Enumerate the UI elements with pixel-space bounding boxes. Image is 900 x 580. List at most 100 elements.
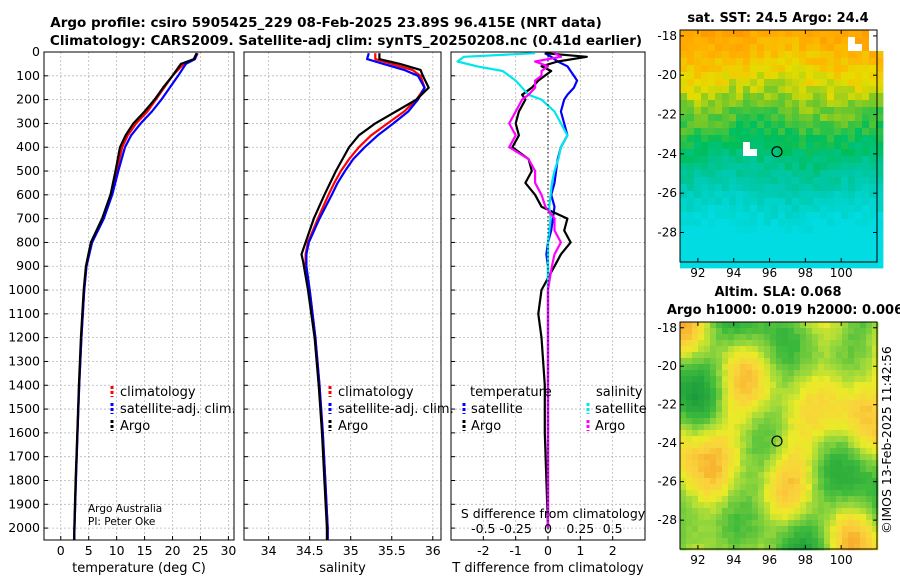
heatmap-cell bbox=[708, 156, 716, 164]
heatmap-cell bbox=[764, 370, 771, 377]
heatmap-cell bbox=[734, 544, 741, 551]
heatmap-cell bbox=[746, 340, 753, 347]
heatmap-cell bbox=[771, 191, 779, 199]
heatmap-cell bbox=[836, 322, 843, 329]
heatmap-cell bbox=[782, 382, 789, 389]
heatmap-cell bbox=[708, 128, 716, 136]
heatmap-cell bbox=[764, 198, 772, 206]
heatmap-cell bbox=[752, 484, 759, 491]
heatmap-cell bbox=[806, 247, 814, 255]
y-tick-label: 800 bbox=[16, 234, 40, 249]
heatmap-cell bbox=[764, 226, 772, 234]
heatmap-cell bbox=[860, 328, 867, 335]
heatmap-cell bbox=[776, 424, 783, 431]
heatmap-cell bbox=[710, 502, 717, 509]
heatmap-cell bbox=[794, 502, 801, 509]
heatmap-cell bbox=[813, 170, 821, 178]
heatmap-cell bbox=[834, 142, 842, 150]
heatmap-cell bbox=[830, 340, 837, 347]
heatmap-cell bbox=[687, 72, 695, 80]
heatmap-cell bbox=[842, 466, 849, 473]
heatmap-cell bbox=[854, 370, 861, 377]
heatmap-cell bbox=[722, 466, 729, 473]
heatmap-cell bbox=[710, 406, 717, 413]
heatmap-cell bbox=[686, 478, 693, 485]
heatmap-cell bbox=[743, 240, 751, 248]
heatmap-cell bbox=[866, 460, 873, 467]
heatmap-cell bbox=[806, 107, 814, 115]
heatmap-cell bbox=[806, 442, 813, 449]
heatmap-cell bbox=[734, 388, 741, 395]
heatmap-cell bbox=[740, 358, 747, 365]
heatmap-cell bbox=[758, 484, 765, 491]
heatmap-cell bbox=[812, 406, 819, 413]
heatmap-cell bbox=[855, 107, 863, 115]
heatmap-cell bbox=[770, 508, 777, 515]
heatmap-cell bbox=[834, 121, 842, 129]
heatmap-cell bbox=[836, 376, 843, 383]
heatmap-cell bbox=[848, 156, 856, 164]
heatmap-cell bbox=[848, 406, 855, 413]
heatmap-cell bbox=[740, 340, 747, 347]
heatmap-cell bbox=[734, 520, 741, 527]
heatmap-cell bbox=[776, 466, 783, 473]
heatmap-cell bbox=[694, 93, 702, 101]
heatmap-cell bbox=[752, 466, 759, 473]
heatmap-cell bbox=[830, 514, 837, 521]
heatmap-cell bbox=[743, 247, 751, 255]
heatmap-cell bbox=[827, 212, 835, 220]
heatmap-cell bbox=[770, 514, 777, 521]
heatmap-cell bbox=[841, 156, 849, 164]
heatmap-cell bbox=[848, 135, 856, 143]
heatmap-cell bbox=[729, 44, 737, 52]
heatmap-cell bbox=[806, 177, 814, 185]
heatmap-cell bbox=[794, 388, 801, 395]
heatmap-cell bbox=[764, 358, 771, 365]
heatmap-cell bbox=[782, 460, 789, 467]
heatmap-cell bbox=[788, 418, 795, 425]
y-tick-label: 400 bbox=[16, 139, 40, 154]
heatmap-cell bbox=[746, 328, 753, 335]
heatmap-cell bbox=[708, 51, 716, 59]
heatmap-cell bbox=[842, 538, 849, 545]
heatmap-cell bbox=[785, 100, 793, 108]
heatmap-cell bbox=[704, 466, 711, 473]
heatmap-cell bbox=[708, 100, 716, 108]
heatmap-cell bbox=[728, 448, 735, 455]
heatmap-cell bbox=[722, 121, 730, 129]
heatmap-cell bbox=[792, 156, 800, 164]
heatmap-cell bbox=[827, 156, 835, 164]
heatmap-cell bbox=[792, 247, 800, 255]
heatmap-cell bbox=[764, 460, 771, 467]
heatmap-cell bbox=[722, 442, 729, 449]
heatmap-cell bbox=[869, 261, 877, 269]
heatmap-cell bbox=[830, 442, 837, 449]
heatmap-cell bbox=[680, 382, 687, 389]
heatmap-cell bbox=[740, 448, 747, 455]
heatmap-cell bbox=[834, 212, 842, 220]
heatmap-cell bbox=[736, 72, 744, 80]
heatmap-cell bbox=[778, 177, 786, 185]
heatmap-cell bbox=[692, 346, 699, 353]
heatmap-cell bbox=[736, 205, 744, 213]
lat-tick-label: -26 bbox=[657, 475, 677, 489]
heatmap-cell bbox=[862, 254, 870, 262]
heatmap-cell bbox=[872, 328, 879, 335]
heatmap-cell bbox=[794, 424, 801, 431]
heatmap-cell bbox=[824, 424, 831, 431]
heatmap-cell bbox=[704, 406, 711, 413]
heatmap-cell bbox=[876, 30, 884, 38]
heatmap-cell bbox=[734, 436, 741, 443]
heatmap-cell bbox=[799, 198, 807, 206]
heatmap-cell bbox=[869, 37, 877, 45]
heatmap-cell bbox=[694, 247, 702, 255]
heatmap-cell bbox=[710, 400, 717, 407]
heatmap-cell bbox=[771, 198, 779, 206]
heatmap-cell bbox=[778, 205, 786, 213]
heatmap-cell bbox=[687, 44, 695, 52]
heatmap-cell bbox=[785, 93, 793, 101]
heatmap-cell bbox=[708, 30, 716, 38]
heatmap-cell bbox=[830, 370, 837, 377]
heatmap-cell bbox=[752, 544, 759, 551]
heatmap-cell bbox=[876, 86, 884, 94]
